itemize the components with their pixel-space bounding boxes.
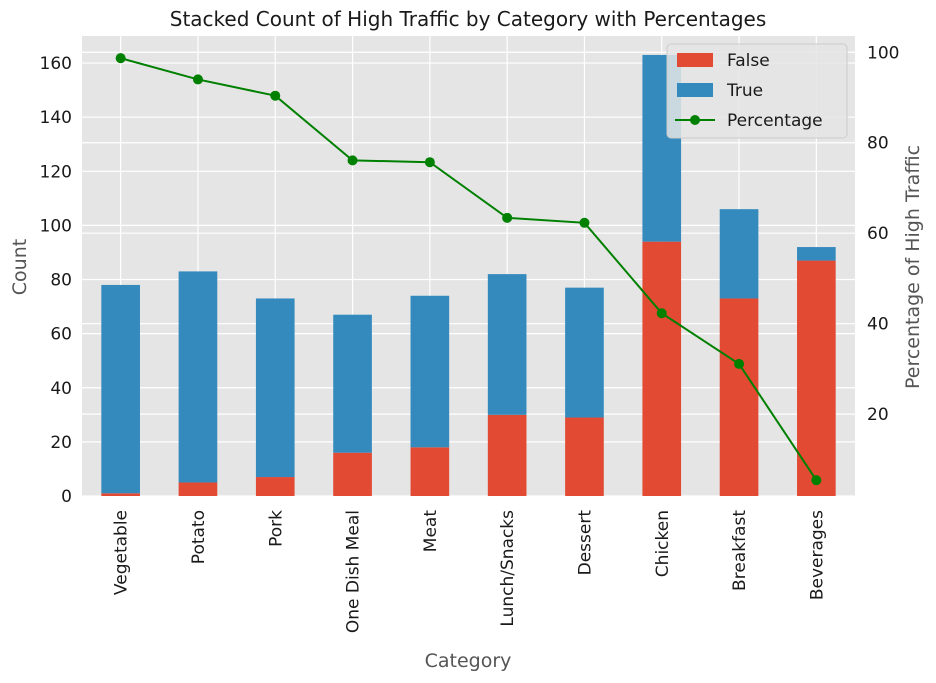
percentage-point xyxy=(115,53,126,64)
y-tick-label: 100 xyxy=(40,216,72,236)
x-tick-label: Breakfast xyxy=(730,510,750,591)
legend-label: True xyxy=(726,81,763,101)
y2-tick-labels: 20 40 60 80 100 xyxy=(867,43,899,425)
x-tick-label: Beverages xyxy=(807,510,827,600)
y2-axis-label: Percentage of High Traffic xyxy=(902,145,924,389)
bar-true xyxy=(797,247,836,261)
legend-box xyxy=(666,43,848,139)
x-tick-label: Lunch/Snacks xyxy=(498,510,518,627)
percentage-line xyxy=(120,57,818,481)
y-tick-label: 40 xyxy=(50,379,72,399)
percentage-point xyxy=(656,308,667,319)
x-tick-label: Potato xyxy=(189,510,209,564)
x-axis-label: Category xyxy=(425,650,512,672)
bar-true xyxy=(719,209,759,299)
percentage-point xyxy=(502,212,513,223)
y2-tick-label: 40 xyxy=(867,315,889,335)
bar-false xyxy=(333,452,372,496)
bar-true xyxy=(410,295,450,448)
y-tick-label: 80 xyxy=(50,271,72,291)
chart-title: Stacked Count of High Traffic by Categor… xyxy=(170,7,767,31)
x-tick-label: Meat xyxy=(421,510,441,553)
legend-swatch-true xyxy=(677,83,713,97)
y2-tick-label: 80 xyxy=(867,134,889,154)
bar-false xyxy=(487,414,527,496)
x-tick-label: Dessert xyxy=(575,510,595,576)
percentage-point xyxy=(347,155,358,166)
bar-false xyxy=(101,493,140,496)
bar-true xyxy=(178,271,218,483)
legend-label: False xyxy=(727,51,770,71)
legend-label: Percentage xyxy=(727,111,823,131)
y2-tick-label: 20 xyxy=(867,405,889,425)
bar-false xyxy=(719,298,759,496)
bar-false xyxy=(255,477,295,496)
y-tick-label: 20 xyxy=(50,433,72,453)
y-tick-label: 60 xyxy=(50,325,72,345)
percentage-point xyxy=(734,358,745,369)
y2-tick-label: 100 xyxy=(867,43,899,63)
x-tick-label: Chicken xyxy=(653,510,673,577)
x-tick-labels: Vegetable Potato Pork One Dish Meal Meat Lunc… xyxy=(112,510,828,633)
percentage-point xyxy=(424,157,435,168)
bar-true xyxy=(255,298,295,478)
y-axis-label: Count xyxy=(9,239,31,295)
legend: False True Percentage xyxy=(666,43,848,139)
bar-true xyxy=(101,284,140,494)
y-tick-label: 160 xyxy=(40,54,72,74)
bar-false xyxy=(410,447,450,496)
x-tick-label: One Dish Meal xyxy=(344,510,364,633)
legend-swatch-marker xyxy=(690,115,700,125)
y-tick-label: 140 xyxy=(40,108,72,128)
y-tick-label: 0 xyxy=(61,487,72,507)
bar-true xyxy=(565,287,604,418)
y2-tick-label: 60 xyxy=(867,224,889,244)
x-tick-label: Pork xyxy=(266,510,286,547)
percentage-point xyxy=(192,74,203,85)
bar-false xyxy=(565,417,604,496)
percentage-point xyxy=(270,90,281,101)
bar-true xyxy=(333,314,372,453)
bar-true xyxy=(487,274,527,415)
legend-swatch-false xyxy=(677,53,713,67)
percentage-point xyxy=(811,475,822,486)
percentage-point xyxy=(579,217,590,228)
bar-false xyxy=(642,241,682,496)
bar-false xyxy=(797,260,836,496)
x-tick-label: Vegetable xyxy=(112,510,132,595)
bar-false xyxy=(178,482,218,496)
y-tick-labels: 0 20 40 60 80 100 120 140 160 xyxy=(40,54,72,507)
y-tick-label: 120 xyxy=(40,162,72,182)
